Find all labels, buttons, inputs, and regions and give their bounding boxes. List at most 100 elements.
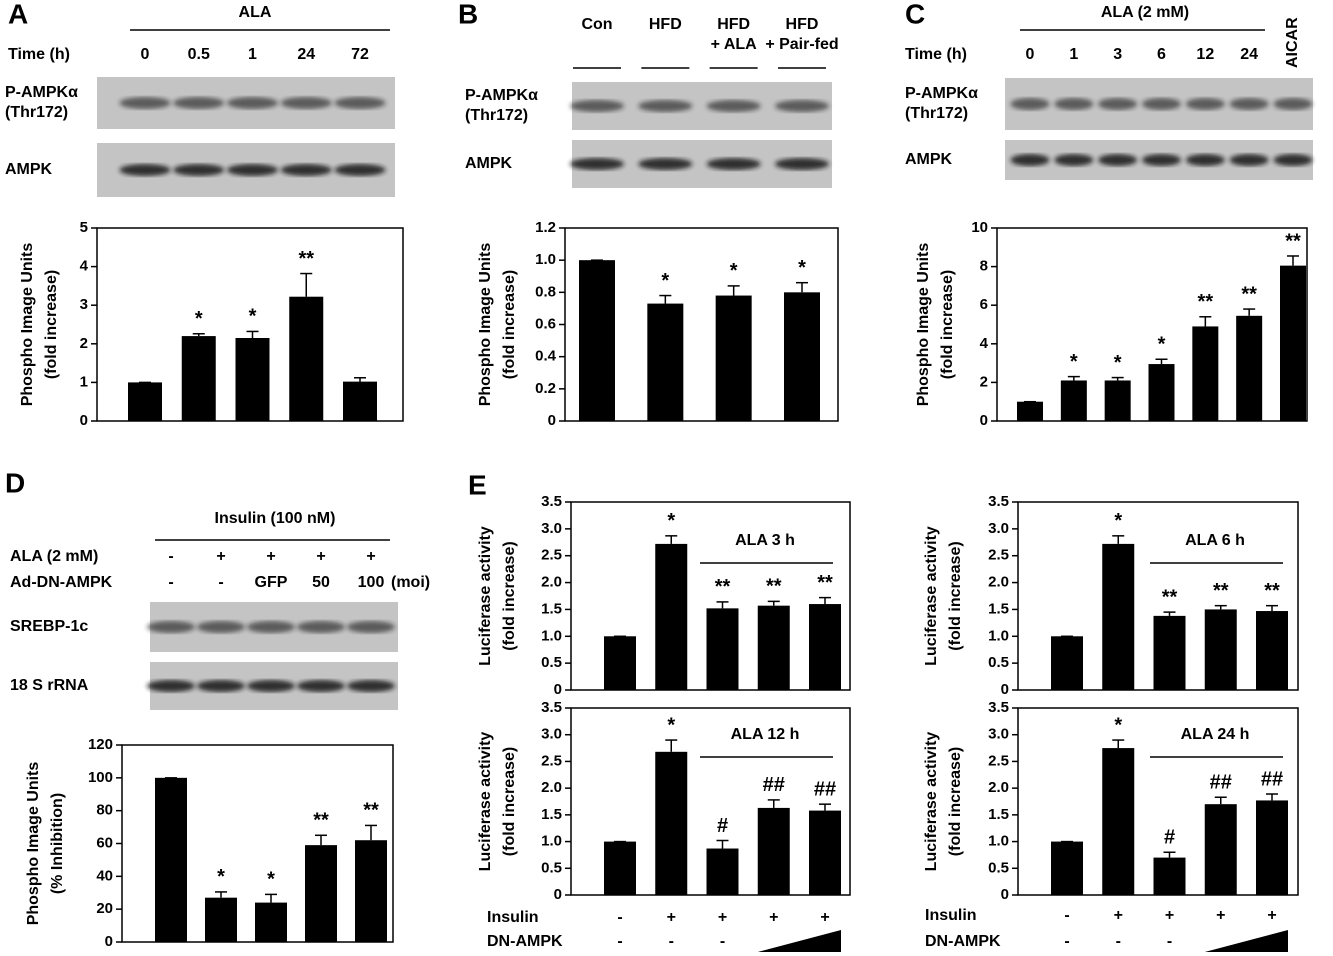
y-tick-label: 20	[96, 900, 113, 917]
category-label: Con	[581, 16, 612, 33]
bar	[1051, 636, 1083, 690]
bar	[1148, 364, 1175, 421]
y-tick-label: 0	[548, 412, 556, 429]
significance-label: **	[817, 572, 833, 594]
bar	[255, 902, 287, 942]
condition-label: +	[316, 548, 325, 565]
significance-label: ##	[763, 774, 785, 796]
significance-label: ##	[814, 778, 836, 800]
bar	[604, 636, 636, 690]
bar	[1204, 609, 1237, 690]
y-tick-label: 0.8	[535, 283, 556, 300]
y-axis-label: Luciferase activity	[923, 732, 940, 872]
y-axis-label: (fold increase)	[947, 747, 964, 856]
bar	[1153, 615, 1186, 690]
blot-band	[173, 164, 225, 176]
blot-band	[227, 97, 278, 109]
y-tick-label: 0	[554, 886, 562, 903]
y-tick-label: 1.5	[988, 806, 1009, 823]
y-tick-label: 6	[980, 296, 988, 313]
bar	[181, 336, 216, 421]
blot-band	[570, 100, 624, 112]
significance-label: *	[1114, 352, 1122, 374]
significance-label: **	[313, 810, 329, 832]
y-tick-label: 0.6	[535, 315, 556, 332]
panel-letter: A	[8, 0, 28, 29]
inset-label: ALA 12 h	[731, 726, 800, 743]
significance-label: *	[267, 869, 275, 891]
bar	[1017, 401, 1043, 421]
y-tick-label: 0	[980, 412, 988, 429]
y-tick-label: 2.5	[541, 752, 562, 769]
y-tick-label: 3.5	[541, 699, 562, 716]
blot-label: (Thr172)	[5, 104, 68, 121]
category-label: HFD	[786, 16, 819, 33]
y-tick-label: 1.5	[541, 806, 562, 823]
category-label: 72	[351, 46, 369, 63]
y-tick-label: 1.0	[535, 251, 556, 268]
blot-band	[280, 97, 332, 109]
y-tick-label: 3.5	[988, 493, 1009, 510]
y-tick-label: 3.5	[988, 699, 1009, 716]
blot-label: P-AMPKα	[5, 84, 78, 101]
y-tick-label: 2.5	[988, 547, 1009, 564]
blot-band	[1273, 98, 1313, 110]
blot-band	[706, 158, 761, 170]
significance-label: **	[715, 576, 731, 598]
header-label: ALA (2 mM)	[1101, 4, 1189, 21]
y-tick-label: 1.5	[988, 600, 1009, 617]
y-tick-label: 2.0	[541, 779, 562, 796]
blot-band	[147, 621, 195, 633]
category-label: 24	[297, 46, 315, 63]
y-tick-label: 10	[971, 219, 988, 236]
panel-letter: C	[905, 0, 925, 29]
bar	[235, 338, 270, 421]
y-tick-label: 0	[554, 681, 562, 698]
bar	[715, 295, 752, 421]
significance-label: #	[717, 815, 728, 837]
inset-label: ALA 24 h	[1181, 726, 1250, 743]
blot-band	[347, 680, 395, 692]
y-tick-label: 0.5	[541, 654, 562, 671]
y-axis-label: (fold increase)	[43, 270, 60, 379]
condition-label: +	[1165, 907, 1174, 924]
blot-band	[1098, 154, 1138, 166]
bar	[647, 303, 684, 421]
y-tick-label: 0.5	[988, 654, 1009, 671]
y-tick-label: 1.0	[541, 627, 562, 644]
bar	[205, 897, 237, 942]
row-label: Insulin	[925, 907, 977, 924]
y-tick-label: 3	[80, 296, 88, 313]
blot-band	[280, 164, 332, 176]
y-tick-label: 0.5	[541, 859, 562, 876]
blot-band	[1054, 154, 1094, 166]
y-axis-label: (fold increase)	[501, 747, 518, 856]
blot-band	[1185, 98, 1225, 110]
blot-band	[775, 158, 829, 170]
y-tick-label: 8	[980, 258, 988, 275]
blot-band	[1010, 98, 1050, 110]
unit-label: (moi)	[391, 574, 430, 591]
category-label: 3	[1113, 46, 1122, 63]
significance-label: **	[363, 800, 379, 822]
blot-band	[638, 100, 693, 112]
bar	[1192, 326, 1219, 421]
blot-band	[197, 680, 245, 692]
blot-band	[638, 158, 693, 170]
row-label: Time (h)	[8, 46, 70, 63]
category-label: 0.5	[188, 46, 210, 63]
category-label: + ALA	[711, 36, 758, 53]
blot-band	[1142, 98, 1181, 110]
y-axis-label: Phospho Image Units	[19, 243, 36, 407]
dose-triangle	[757, 930, 841, 952]
row-label: DN-AMPK	[925, 933, 1001, 950]
y-tick-label: 4	[80, 258, 89, 275]
bar	[784, 292, 820, 421]
significance-label: *	[798, 257, 806, 279]
blot-band	[706, 100, 761, 112]
significance-label: **	[298, 248, 314, 270]
condition-label: +	[718, 909, 727, 926]
y-axis-label: (fold increase)	[501, 270, 518, 379]
bar	[1256, 611, 1288, 690]
